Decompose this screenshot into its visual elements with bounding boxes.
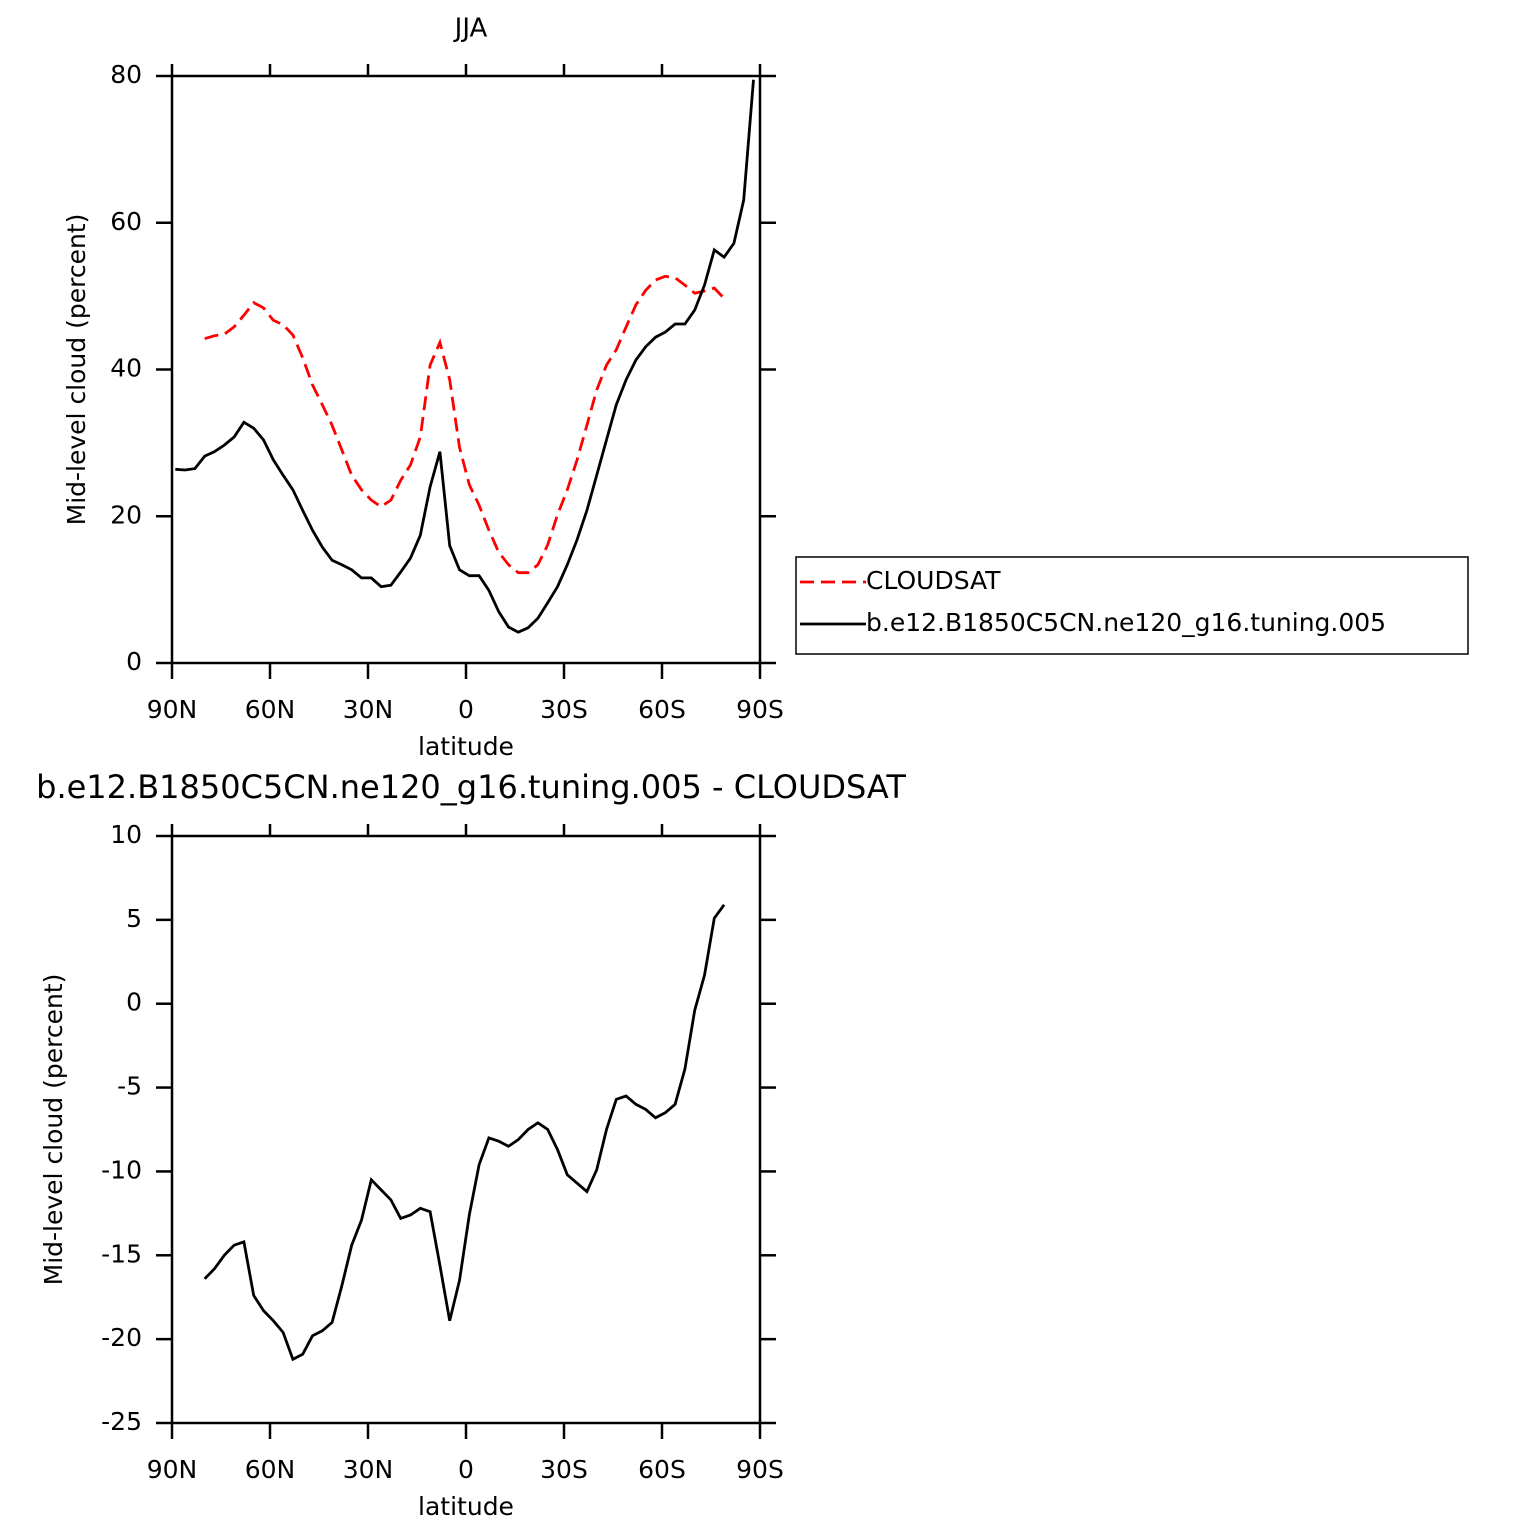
y-tick-label: -15 bbox=[101, 1239, 142, 1268]
x-tick-label: 60S bbox=[638, 1455, 686, 1484]
y-tick-label: -25 bbox=[101, 1407, 142, 1436]
series-line bbox=[204, 274, 726, 575]
x-tick-label: 30S bbox=[540, 1455, 588, 1484]
y-tick-label: 0 bbox=[126, 988, 142, 1017]
legend-box bbox=[795, 556, 1469, 655]
series-line bbox=[175, 79, 755, 634]
x-tick-label: 90S bbox=[736, 1455, 784, 1484]
x-axis-label: latitude bbox=[418, 732, 514, 761]
plot-frame bbox=[170, 74, 762, 665]
y-tick-label: -20 bbox=[101, 1323, 142, 1352]
y-tick-label: -5 bbox=[117, 1072, 142, 1101]
x-tick-label: 0 bbox=[458, 1455, 474, 1484]
x-tick-label: 60N bbox=[245, 1455, 296, 1484]
x-tick-label: 0 bbox=[458, 695, 474, 724]
x-tick-label: 30N bbox=[343, 695, 394, 724]
x-tick-label: 90N bbox=[147, 695, 198, 724]
y-tick-label: 5 bbox=[126, 904, 142, 933]
chart-title: b.e12.B1850C5CN.ne120_g16.tuning.005 - C… bbox=[36, 768, 906, 806]
x-tick-label: 30N bbox=[343, 1455, 394, 1484]
y-tick-label: -10 bbox=[101, 1155, 142, 1184]
y-tick-label: 10 bbox=[110, 820, 142, 849]
legend-label: b.e12.B1850C5CN.ne120_g16.tuning.005 bbox=[866, 608, 1386, 637]
x-tick-label: 90N bbox=[147, 1455, 198, 1484]
y-axis-label: Mid-level cloud (percent) bbox=[39, 974, 68, 1286]
series-line bbox=[203, 903, 726, 1362]
x-tick-label: 60S bbox=[638, 695, 686, 724]
plot-frame bbox=[170, 834, 762, 1425]
y-tick-label: 0 bbox=[126, 647, 142, 676]
y-tick-label: 20 bbox=[110, 500, 142, 529]
y-tick-label: 40 bbox=[110, 354, 142, 383]
x-tick-label: 60N bbox=[245, 695, 296, 724]
chart-title: JJA bbox=[453, 14, 488, 44]
x-axis-label: latitude bbox=[418, 1492, 514, 1521]
y-tick-label: 80 bbox=[110, 60, 142, 89]
legend-label: CLOUDSAT bbox=[866, 566, 1001, 595]
x-tick-label: 30S bbox=[540, 695, 588, 724]
x-tick-label: 90S bbox=[736, 695, 784, 724]
y-axis-label: Mid-level cloud (percent) bbox=[62, 214, 91, 526]
y-tick-label: 60 bbox=[110, 207, 142, 236]
